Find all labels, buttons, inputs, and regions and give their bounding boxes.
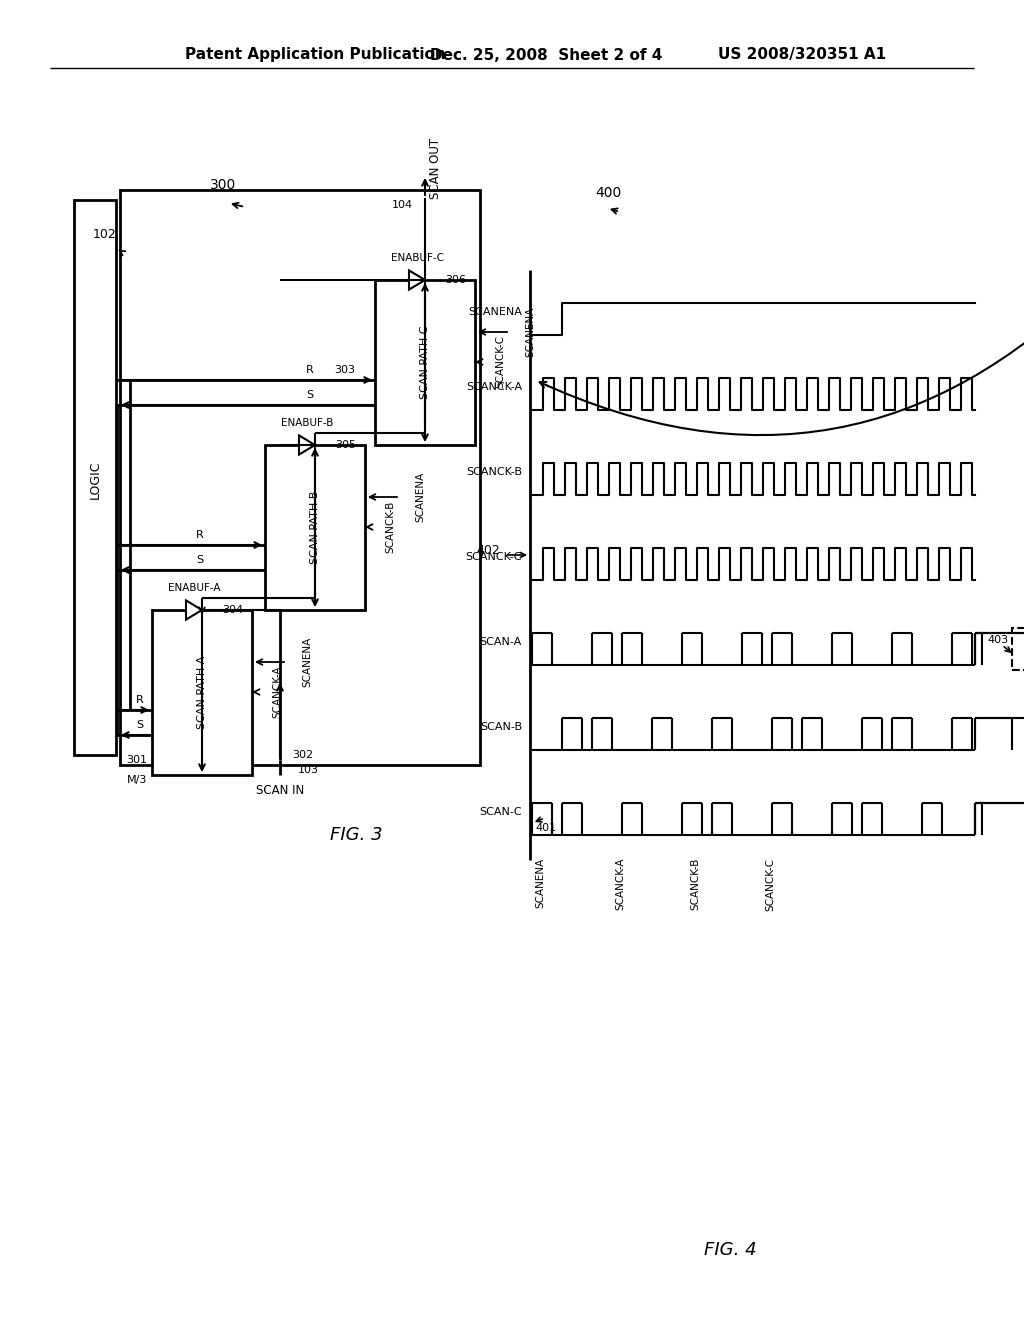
Text: S: S — [136, 719, 143, 730]
Text: LOGIC: LOGIC — [88, 461, 101, 499]
Text: SCANENA: SCANENA — [468, 308, 522, 317]
Text: FIG. 4: FIG. 4 — [703, 1241, 757, 1259]
Text: 304: 304 — [222, 605, 243, 615]
Text: SCAN IN: SCAN IN — [256, 784, 304, 796]
Text: SCAN PATH B: SCAN PATH B — [310, 490, 319, 564]
Text: Patent Application Publication: Patent Application Publication — [185, 48, 445, 62]
Text: 402: 402 — [476, 544, 500, 557]
Polygon shape — [299, 436, 315, 454]
Bar — [375, 280, 475, 445]
Text: R: R — [306, 366, 314, 375]
Text: 103: 103 — [298, 766, 319, 775]
Bar — [1012, 628, 1024, 671]
Text: ENABUF-A: ENABUF-A — [168, 583, 220, 593]
Bar — [74, 201, 116, 755]
Text: ENABUF-B: ENABUF-B — [281, 418, 333, 428]
Text: 300: 300 — [210, 178, 237, 191]
Text: SCANCK-B: SCANCK-B — [690, 858, 700, 911]
Text: SCANCK-B: SCANCK-B — [385, 500, 395, 553]
Text: 403: 403 — [988, 635, 1009, 645]
Bar — [265, 445, 365, 610]
Text: 301: 301 — [126, 755, 147, 766]
Text: SCANCK-C: SCANCK-C — [466, 552, 522, 562]
Text: Dec. 25, 2008  Sheet 2 of 4: Dec. 25, 2008 Sheet 2 of 4 — [430, 48, 663, 62]
Text: SCANCK-B: SCANCK-B — [466, 467, 522, 477]
Text: R: R — [197, 531, 204, 540]
Text: 303: 303 — [334, 366, 355, 375]
Text: 102: 102 — [93, 228, 117, 242]
Text: 305: 305 — [335, 440, 356, 450]
Text: SCAN-A: SCAN-A — [480, 638, 522, 647]
Text: SCANENA: SCANENA — [535, 858, 545, 908]
Polygon shape — [409, 271, 425, 289]
Text: SCANENA: SCANENA — [525, 306, 535, 358]
Text: 306: 306 — [445, 275, 466, 285]
Text: SCANCK-A: SCANCK-A — [272, 665, 282, 718]
Polygon shape — [186, 601, 202, 619]
Text: SCANENA: SCANENA — [415, 471, 425, 523]
Text: 104: 104 — [392, 201, 413, 210]
Text: SCANENA: SCANENA — [302, 636, 312, 688]
Text: FIG. 3: FIG. 3 — [330, 826, 383, 843]
Text: SCANCK-C: SCANCK-C — [765, 858, 775, 911]
Text: SCAN-C: SCAN-C — [479, 807, 522, 817]
Text: SCAN PATH A: SCAN PATH A — [197, 655, 207, 729]
Text: US 2008/320351 A1: US 2008/320351 A1 — [718, 48, 886, 62]
Text: 302: 302 — [292, 750, 313, 760]
Text: SCANCK-A: SCANCK-A — [615, 858, 625, 911]
Text: S: S — [197, 554, 204, 565]
Text: R: R — [136, 696, 144, 705]
Text: SCAN-B: SCAN-B — [480, 722, 522, 733]
Text: 400: 400 — [595, 186, 622, 201]
Text: SCAN PATH C: SCAN PATH C — [420, 325, 430, 399]
Bar — [152, 610, 252, 775]
Text: SCANCK-A: SCANCK-A — [466, 381, 522, 392]
Text: S: S — [306, 389, 313, 400]
Text: SCANCK-C: SCANCK-C — [495, 335, 505, 388]
Bar — [120, 190, 480, 766]
Text: 401: 401 — [535, 822, 556, 833]
Text: ENABUF-C: ENABUF-C — [390, 253, 443, 263]
Text: SCAN OUT: SCAN OUT — [429, 137, 442, 198]
Text: M/3: M/3 — [127, 775, 147, 785]
